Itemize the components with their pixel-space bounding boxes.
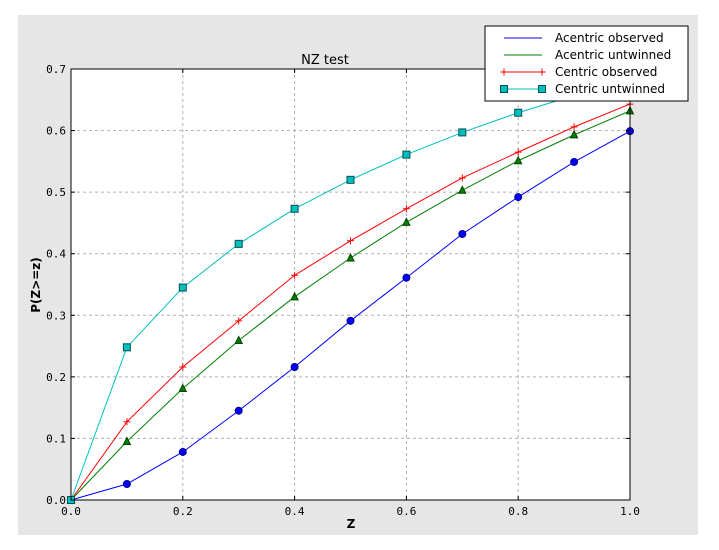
data-point — [569, 129, 579, 139]
data-point — [178, 383, 188, 393]
data-point — [346, 316, 355, 325]
data-point — [290, 204, 299, 213]
data-point — [235, 317, 243, 325]
y-tick-label: 0.0 — [46, 494, 66, 507]
plot-area — [71, 69, 630, 500]
data-point — [513, 155, 523, 165]
legend-marker — [538, 68, 546, 76]
y-tick-label: 0.1 — [46, 432, 66, 445]
data-point — [514, 108, 523, 117]
data-point — [458, 128, 467, 137]
legend: Acentric observed Acentric untwinned Centr… — [484, 25, 689, 102]
data-point — [290, 363, 299, 372]
x-tick-label: 0.6 — [396, 505, 416, 518]
data-point — [402, 273, 411, 282]
data-point — [514, 148, 522, 156]
y-tick-label: 0.3 — [46, 309, 66, 322]
data-point — [347, 237, 354, 245]
data-point — [122, 479, 131, 488]
legend-label: Acentric observed — [555, 31, 664, 45]
x-tick-label: 0.4 — [285, 505, 305, 518]
data-point — [234, 239, 243, 248]
x-tick-label: 0.0 — [61, 505, 81, 518]
legend-label: Centric untwinned — [555, 82, 665, 96]
chart-title: NZ test — [301, 53, 349, 68]
data-point — [458, 230, 467, 239]
legend-label: Acentric untwinned — [555, 48, 671, 62]
legend-marker — [500, 85, 508, 93]
legend-label: Centric observed — [555, 65, 657, 79]
legend-marker — [538, 85, 546, 93]
data-point — [123, 418, 131, 426]
data-point — [457, 185, 467, 194]
legend-marker — [500, 68, 508, 76]
data-point — [458, 174, 466, 182]
data-point — [122, 343, 131, 352]
data-point — [122, 436, 132, 446]
data-point — [570, 123, 578, 131]
data-point — [402, 205, 410, 213]
y-tick-label: 0.6 — [46, 125, 66, 138]
y-tick-label: 0.5 — [46, 186, 66, 199]
y-tick-label: 0.2 — [46, 371, 66, 384]
x-axis-label: Z — [347, 517, 356, 531]
y-tick-label: 0.4 — [46, 248, 66, 261]
data-point — [179, 363, 187, 371]
plot-frame — [70, 68, 631, 501]
data-point — [514, 193, 523, 202]
data-point — [291, 271, 299, 279]
data-point — [346, 252, 355, 262]
data-point — [402, 217, 411, 226]
data-point — [234, 406, 243, 415]
x-tick-label: 0.8 — [508, 505, 528, 518]
data-point — [290, 291, 299, 301]
x-tick-label: 0.2 — [173, 505, 193, 518]
x-tick-label: 1.0 — [620, 505, 640, 518]
data-point — [178, 283, 187, 292]
y-axis-label: P(Z>=z) — [29, 257, 43, 313]
data-point — [570, 157, 579, 166]
y-tick-label: 0.7 — [46, 63, 66, 76]
data-point — [402, 150, 411, 159]
data-point — [234, 335, 244, 345]
data-point — [346, 175, 355, 184]
data-point — [178, 447, 187, 456]
